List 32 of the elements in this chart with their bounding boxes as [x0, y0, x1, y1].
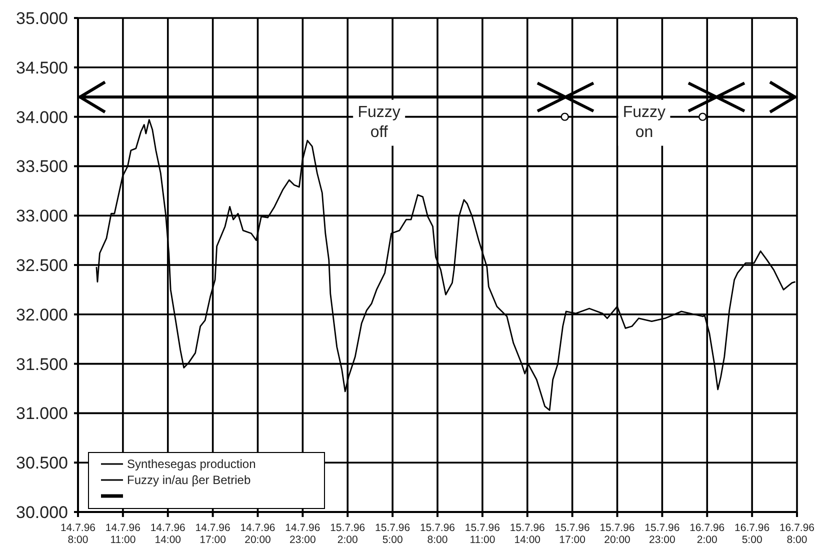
- annotation: Fuzzy off: [358, 104, 400, 141]
- y-tick-label: 31.500: [16, 354, 68, 374]
- x-tick-label: 15.7.96 17:00: [554, 522, 590, 546]
- y-tick-label: 31.000: [16, 404, 68, 424]
- legend-label: Synthesegas production: [127, 457, 256, 471]
- annotation: Fuzzy on: [622, 104, 666, 141]
- y-tick-label: 30.500: [16, 454, 68, 473]
- legend-label: Fuzzy in/au βer Betrieb: [127, 473, 251, 487]
- y-tick-label: 32.000: [16, 305, 68, 324]
- y-tick-label: 34.000: [16, 108, 68, 127]
- x-tick-label: 16.7.96 8:00: [779, 522, 815, 546]
- x-tick-label: 14.7.96 14:00: [150, 522, 186, 546]
- y-tick-label: 30.000: [16, 503, 68, 522]
- y-tick-label: 33.500: [16, 157, 68, 176]
- x-tick-label: 15.7.96 23:00: [644, 522, 680, 546]
- x-tick-label: 14.7.96 23:00: [285, 522, 320, 546]
- x-tick-label: 15.7.96 2:00: [330, 522, 366, 546]
- x-tick-label: 14.7.96 17:00: [195, 522, 230, 546]
- x-tick-label: 16.7.96 5:00: [734, 522, 770, 546]
- y-tick-label: 34.500: [16, 58, 68, 78]
- x-tick-label: 15.7.96 14:00: [510, 522, 546, 546]
- x-tick-label: 15.7.96 5:00: [375, 522, 410, 546]
- x-tick-label: 14.7.96 20:00: [240, 522, 276, 546]
- x-tick-label: 14.7.96 11:00: [105, 522, 141, 546]
- x-tick-label: 15.7.96 20:00: [600, 522, 635, 546]
- x-tick-label: 16.7.96 2:00: [690, 522, 725, 546]
- x-tick-label: 14.7.96 8:00: [60, 522, 96, 546]
- x-tick-label: 15.7.96 8:00: [420, 522, 456, 546]
- y-tick-label: 32.500: [16, 256, 68, 275]
- y-tick-label: 35.000: [16, 9, 68, 28]
- y-tick-label: 33.000: [16, 206, 68, 226]
- x-tick-label: 15.7.96 11:00: [464, 522, 500, 546]
